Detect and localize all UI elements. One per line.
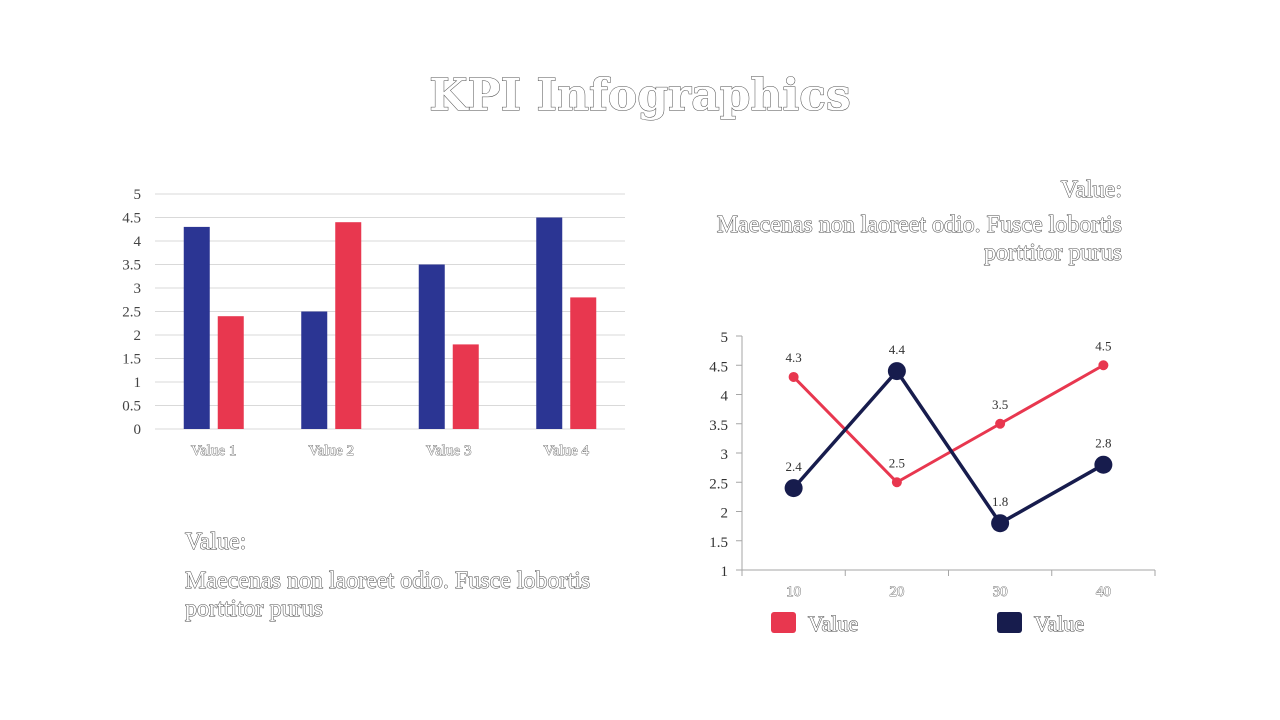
line-data-label: 4.4 bbox=[889, 342, 906, 357]
line-data-label: 2.8 bbox=[1095, 436, 1111, 451]
bar-category-label: Value 2 bbox=[309, 443, 354, 459]
line-y-tick-label: 1 bbox=[721, 564, 729, 580]
bar-y-tick-label: 1 bbox=[134, 375, 142, 391]
line-point-navy bbox=[887, 362, 906, 381]
bar-y-tick-label: 3.5 bbox=[122, 258, 141, 274]
bar-blue bbox=[418, 264, 445, 429]
line-x-tick-label: 40 bbox=[1096, 584, 1111, 600]
line-y-tick-label: 4 bbox=[721, 389, 729, 405]
left-text-heading: Value: bbox=[185, 529, 247, 556]
bar-red bbox=[452, 344, 479, 429]
line-y-tick-label: 5 bbox=[721, 330, 729, 346]
line-x-tick-label: 20 bbox=[889, 584, 904, 600]
bar-y-tick-label: 2 bbox=[134, 328, 142, 344]
bar-y-tick-label: 0.5 bbox=[122, 399, 141, 415]
bar-red bbox=[217, 316, 244, 429]
bar-category-label: Value 4 bbox=[544, 443, 590, 459]
bar-y-tick-label: 4 bbox=[134, 234, 142, 250]
legend-swatch-navy bbox=[997, 612, 1022, 633]
line-x-tick-label: 10 bbox=[786, 584, 801, 600]
line-point-red bbox=[891, 477, 902, 488]
line-series-navy bbox=[792, 369, 1105, 525]
left-text-block: Value: Maecenas non laoreet odio. Fusce … bbox=[185, 527, 605, 623]
left-text-body: Maecenas non laoreet odio. Fusce loborti… bbox=[185, 568, 591, 623]
bar-y-tick-label: 4.5 bbox=[122, 211, 141, 227]
line-point-red bbox=[995, 418, 1006, 429]
line-y-tick-label: 3 bbox=[721, 447, 729, 463]
line-y-tick-label: 1.5 bbox=[709, 535, 728, 551]
bar-blue bbox=[183, 226, 210, 429]
bar-y-tick-label: 5 bbox=[134, 187, 142, 203]
bar-red bbox=[335, 222, 362, 429]
bar-y-tick-label: 0 bbox=[134, 422, 142, 438]
bar-y-tick-label: 2.5 bbox=[122, 305, 141, 321]
line-point-red bbox=[788, 371, 799, 382]
bar-y-tick-label: 1.5 bbox=[122, 352, 141, 368]
line-y-tick-label: 2 bbox=[721, 506, 729, 522]
page-title: KPI Infographics bbox=[429, 70, 852, 122]
line-point-navy bbox=[1094, 455, 1113, 474]
line-data-label: 2.5 bbox=[889, 455, 905, 470]
legend-swatch-red bbox=[771, 612, 796, 633]
right-text-heading: Value: bbox=[1060, 177, 1122, 204]
bar-blue bbox=[536, 217, 563, 429]
legend-label: Value bbox=[1034, 611, 1084, 636]
line-y-tick-label: 3.5 bbox=[709, 418, 728, 434]
line-point-red bbox=[1098, 360, 1109, 371]
right-text-block: Value: Maecenas non laoreet odio. Fusce … bbox=[700, 175, 1122, 267]
line-data-label: 4.5 bbox=[1095, 338, 1111, 353]
line-data-label: 3.5 bbox=[992, 397, 1008, 412]
line-series-red bbox=[792, 363, 1105, 484]
bar-category-label: Value 3 bbox=[426, 443, 471, 459]
bar-y-tick-label: 3 bbox=[134, 281, 142, 297]
bar-blue bbox=[301, 311, 328, 429]
bar-red bbox=[570, 297, 597, 429]
line-x-tick-label: 30 bbox=[993, 584, 1008, 600]
bar-category-label: Value 1 bbox=[191, 443, 236, 459]
line-point-navy bbox=[784, 479, 803, 498]
line-data-label: 1.8 bbox=[992, 494, 1008, 509]
line-y-tick-label: 2.5 bbox=[709, 476, 728, 492]
line-data-label: 4.3 bbox=[786, 350, 802, 365]
right-text-body: Maecenas non laoreet odio. Fusce loborti… bbox=[716, 212, 1122, 267]
line-point-navy bbox=[991, 514, 1010, 533]
line-data-label: 2.4 bbox=[786, 459, 803, 474]
legend-label: Value bbox=[808, 611, 858, 636]
line-y-tick-label: 4.5 bbox=[709, 359, 728, 375]
